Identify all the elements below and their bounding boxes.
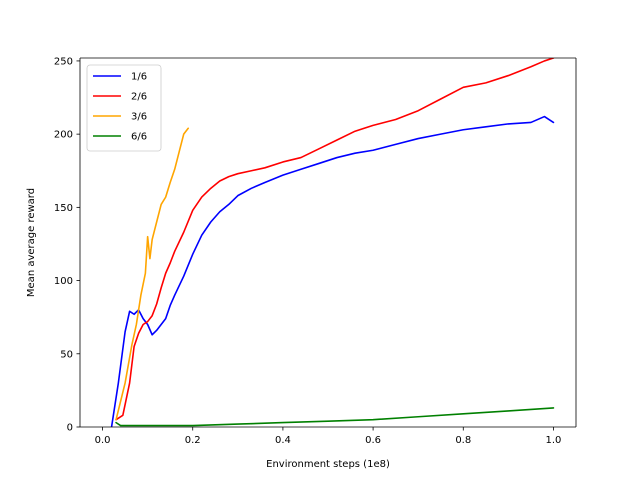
y-tick-label: 50: [60, 349, 73, 360]
series-line-4: [115, 407, 555, 427]
x-tick-label: 0.6: [365, 435, 381, 446]
legend-label-4: 6/6: [131, 132, 147, 143]
x-axis-title: Environment steps (1e8): [266, 459, 390, 470]
y-tick-label: 150: [54, 203, 73, 214]
legend-label-2: 2/6: [131, 92, 147, 103]
x-tick-label: 0.4: [275, 435, 291, 446]
legend-label-1: 1/6: [131, 72, 147, 83]
y-tick-label: 250: [54, 56, 73, 67]
y-tick-label: 200: [54, 130, 73, 141]
legend-box: [86, 64, 162, 152]
series-line-2: [115, 58, 555, 421]
series-group: [110, 58, 555, 427]
series-line-1: [110, 115, 555, 427]
legend-label-3: 3/6: [131, 112, 147, 123]
y-axis-title: Mean average reward: [26, 188, 37, 297]
x-tick-label: 0.2: [185, 435, 201, 446]
series-line-3: [115, 127, 190, 421]
y-tick-label: 0: [67, 423, 73, 434]
x-tick-label: 1.0: [546, 435, 562, 446]
y-tick-label: 100: [54, 276, 73, 287]
x-tick-label: 0.0: [95, 435, 111, 446]
x-tick-label: 0.8: [455, 435, 471, 446]
